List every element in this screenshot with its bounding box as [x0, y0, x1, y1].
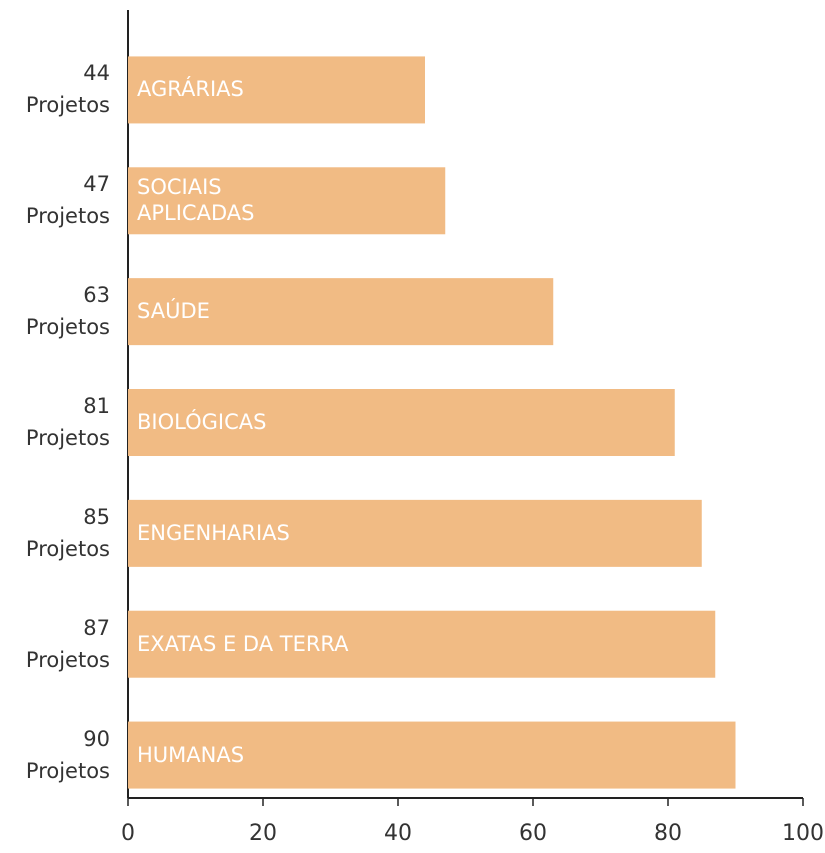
category-label: SOCIAIS APLICADAS	[137, 175, 255, 226]
category-label: EXATAS E DA TERRA	[137, 631, 349, 656]
bar	[128, 389, 675, 456]
bar	[128, 499, 702, 567]
value-label: 87 Projetos	[25, 615, 110, 672]
value-label: 81 Projetos	[25, 394, 110, 450]
x-tick-label: 60	[519, 821, 547, 846]
bar	[128, 278, 554, 346]
category-label: BIOLÓGICAS	[137, 410, 267, 434]
bar	[128, 610, 716, 678]
value-label: 90 Projetos	[25, 726, 110, 783]
value-label: 44 Projetos	[25, 61, 110, 118]
category-label: SAÚDE	[137, 299, 210, 324]
bar	[128, 167, 446, 235]
value-label: 85 Projetos	[25, 504, 110, 561]
x-tick-label: 40	[384, 821, 412, 846]
category-label: HUMANAS	[137, 742, 245, 767]
x-tick-label: 100	[782, 821, 824, 846]
x-tick-label: 0	[121, 821, 135, 846]
bar	[128, 721, 736, 789]
category-label: AGRÁRIAS	[137, 77, 244, 102]
value-label: 47 Projetos	[25, 172, 110, 229]
bar	[128, 56, 425, 124]
x-tick-label: 20	[249, 821, 277, 846]
category-label: ENGENHARIAS	[137, 520, 290, 545]
x-tick-label: 80	[654, 821, 682, 846]
value-label: 63 Projetos	[25, 283, 110, 340]
